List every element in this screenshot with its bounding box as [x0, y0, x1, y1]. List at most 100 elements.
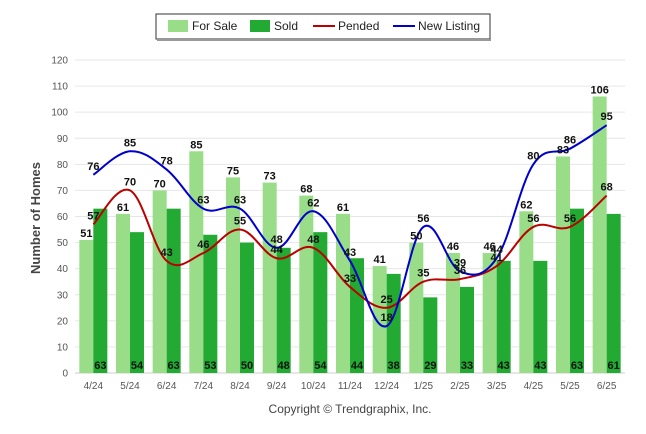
y-axis-label: Number of Homes [28, 162, 43, 274]
data-label-new-listing: 85 [124, 137, 136, 149]
bar-sold [203, 234, 218, 373]
data-label-sold: 54 [314, 360, 327, 372]
y-tick-label: 60 [57, 212, 69, 223]
data-label-for-sale: 85 [190, 139, 202, 151]
x-tick-label: 9/24 [267, 381, 287, 392]
data-label-sold: 50 [241, 360, 253, 372]
data-label-new-listing: 18 [381, 312, 393, 324]
data-label-for-sale: 68 [300, 184, 312, 196]
bar-for-sale [446, 253, 460, 373]
bar-for-sale [409, 242, 424, 373]
bar-for-sale [79, 239, 94, 373]
bar-sold [166, 208, 181, 373]
data-label-pended: 57 [87, 210, 99, 222]
data-label-pended: 55 [234, 216, 246, 228]
data-label-sold: 63 [94, 360, 106, 372]
bar-sold [423, 297, 438, 373]
data-label-pended: 41 [491, 252, 503, 264]
y-tick-label: 10 [57, 342, 69, 353]
bar-for-sale [482, 253, 497, 373]
bar-sold [386, 273, 401, 373]
bar-sold [533, 260, 548, 373]
data-label-sold: 53 [204, 360, 216, 372]
data-label-pended: 43 [161, 247, 173, 259]
y-tick-label: 30 [57, 290, 69, 301]
bar-for-sale [336, 213, 350, 373]
y-tick-label: 20 [57, 316, 69, 327]
y-tick-label: 80 [57, 160, 69, 171]
bar-sold [313, 232, 328, 373]
bar-sold [93, 208, 108, 373]
x-tick-label: 11/24 [338, 381, 363, 392]
data-label-pended: 48 [307, 234, 319, 246]
line-new-listing [92, 124, 608, 328]
bar-sold [350, 258, 364, 373]
data-label-pended: 36 [454, 265, 466, 277]
legend: For Sale Sold Pended New Listing [155, 13, 491, 41]
x-tick-label: 4/25 [524, 381, 544, 392]
x-tick-label: 5/25 [560, 381, 580, 392]
data-label-for-sale: 61 [337, 202, 349, 214]
bars [79, 96, 621, 374]
data-label-pended: 70 [124, 176, 136, 188]
bar-for-sale [116, 213, 130, 373]
data-label-sold: 44 [351, 360, 364, 372]
data-label-for-sale: 75 [227, 165, 239, 177]
data-label-sold: 38 [388, 360, 400, 372]
data-label-for-sale: 83 [557, 145, 569, 157]
bar-for-sale [592, 96, 607, 374]
data-label-new-listing: 63 [234, 195, 246, 207]
bar-for-sale [262, 182, 277, 373]
data-label-for-sale: 46 [447, 241, 459, 253]
bar-for-sale [152, 190, 167, 373]
x-tick-label: 12/24 [374, 381, 399, 392]
y-tick-label: 40 [57, 264, 69, 275]
legend-label-for-sale: For Sale [192, 19, 238, 33]
data-label-new-listing: 95 [601, 111, 613, 123]
bar-sold [240, 242, 254, 373]
series-lines [92, 124, 608, 328]
data-label-new-listing: 78 [161, 156, 173, 168]
data-label-for-sale: 41 [374, 254, 386, 266]
y-tick-label: 110 [52, 82, 68, 93]
data-label-new-listing: 44 [491, 244, 504, 256]
x-tick-label: 4/24 [84, 381, 104, 392]
data-label-sold: 29 [424, 360, 436, 372]
data-labels: 51 61 70 85 75 73 68 61 41 50 46 46 62 83 106 63 54 63 53 5… [80, 85, 620, 372]
data-label-pended: 35 [417, 268, 429, 280]
data-label-pended: 68 [601, 182, 613, 194]
data-label-for-sale: 70 [154, 178, 166, 190]
data-label-for-sale: 51 [80, 228, 92, 240]
y-axis-ticks: 0 10 20 30 40 50 60 70 80 90 100 110 120 [51, 56, 68, 380]
data-label-pended: 25 [381, 294, 393, 306]
y-tick-label: 50 [57, 238, 69, 249]
bar-for-sale [556, 156, 570, 373]
data-label-for-sale: 50 [410, 231, 422, 243]
data-label-for-sale: 46 [484, 241, 496, 253]
data-label-for-sale: 62 [520, 199, 532, 211]
data-label-new-listing: 80 [527, 150, 539, 162]
line-pended [92, 188, 608, 309]
x-tick-label: 5/24 [120, 381, 140, 392]
bar-sold [276, 247, 291, 373]
y-tick-label: 100 [51, 108, 68, 119]
legend-swatch-sold [250, 20, 270, 32]
bar-for-sale [519, 211, 534, 373]
bar-sold [130, 232, 144, 373]
data-label-pended: 33 [344, 273, 356, 285]
data-label-new-listing: 48 [271, 234, 283, 246]
y-tick-label: 120 [51, 56, 68, 67]
y-tick-label: 70 [57, 186, 69, 197]
x-tick-label: 6/24 [157, 381, 177, 392]
bar-for-sale [372, 266, 387, 373]
data-label-sold: 63 [571, 360, 583, 372]
data-label-pended: 56 [564, 213, 576, 225]
data-label-sold: 33 [461, 360, 473, 372]
data-label-pended: 56 [527, 213, 539, 225]
data-label-sold: 61 [608, 360, 620, 372]
bar-sold [606, 213, 621, 373]
bar-sold [570, 208, 584, 373]
data-label-new-listing: 86 [564, 135, 576, 147]
copyright-text: Copyright © Trendgraphix, Inc. [269, 402, 432, 416]
bar-for-sale [226, 177, 240, 373]
